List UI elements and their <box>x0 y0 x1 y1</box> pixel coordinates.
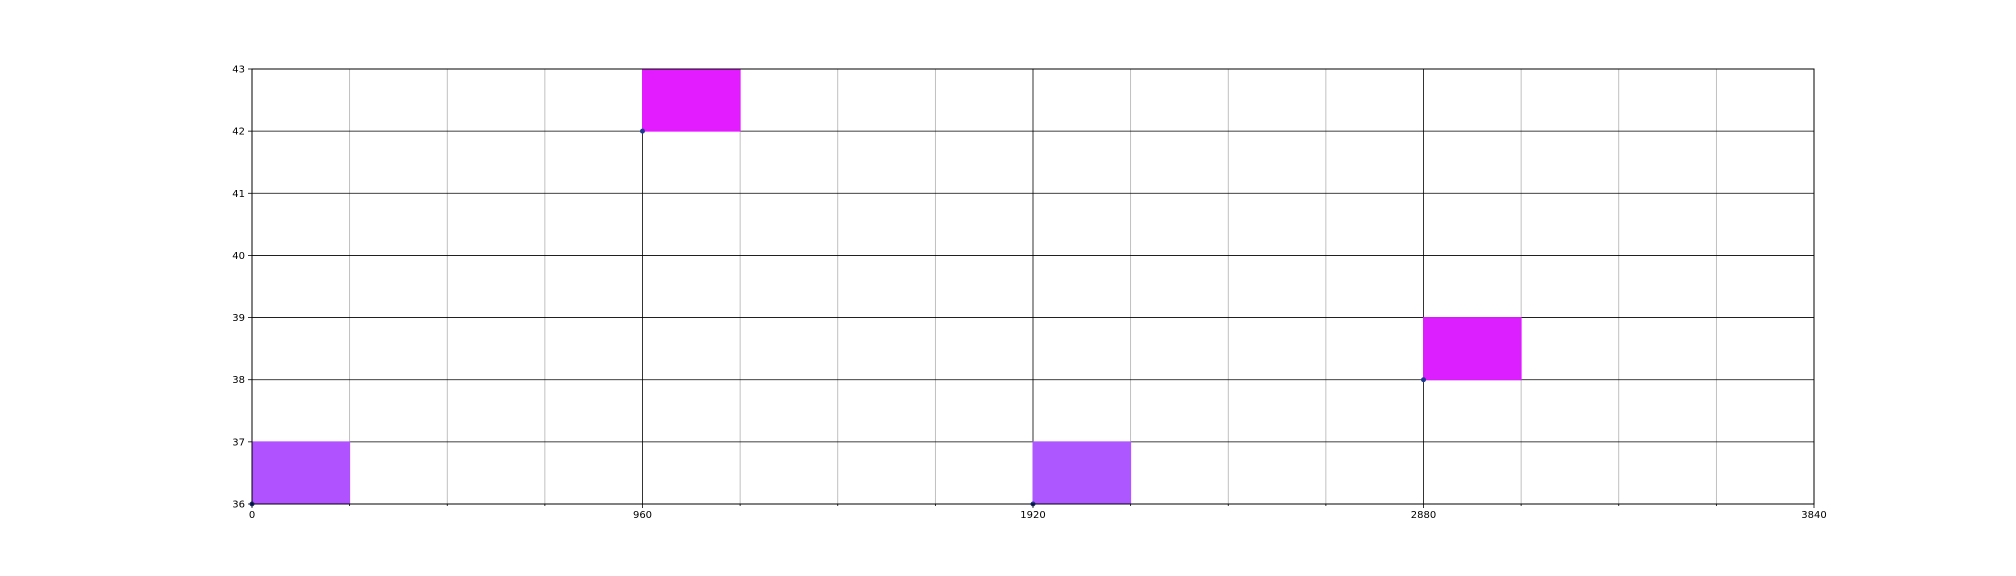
data-rectangle <box>251 441 351 505</box>
y-tick-label: 43 <box>232 65 245 76</box>
x-tick-label: 1920 <box>1020 510 1045 521</box>
data-rectangle <box>1032 441 1132 505</box>
x-tick-label: 3840 <box>1801 510 1826 521</box>
x-tick-label: 2880 <box>1411 510 1436 521</box>
data-rectangles <box>251 68 1522 505</box>
data-rectangle <box>642 68 741 132</box>
minor-grid <box>349 69 1717 504</box>
y-tick-label: 41 <box>232 189 245 200</box>
y-tick-label: 42 <box>232 127 245 138</box>
x-axis-ticks: 0 960 1920 2880 3840 <box>249 504 1827 521</box>
y-tick-label: 37 <box>232 437 245 448</box>
x-tick-label: 0 <box>249 510 255 521</box>
y-tick-label: 40 <box>232 251 245 262</box>
y-tick-label: 36 <box>232 500 245 511</box>
y-tick-label: 38 <box>232 375 245 386</box>
data-point <box>1421 377 1426 383</box>
x-tick-label: 960 <box>633 510 652 521</box>
major-grid <box>251 68 1815 505</box>
y-tick-label: 39 <box>232 313 245 324</box>
y-axis-ticks: 36 37 38 39 40 41 42 43 <box>232 65 252 511</box>
data-rectangle <box>1423 317 1522 381</box>
data-point <box>640 128 645 134</box>
